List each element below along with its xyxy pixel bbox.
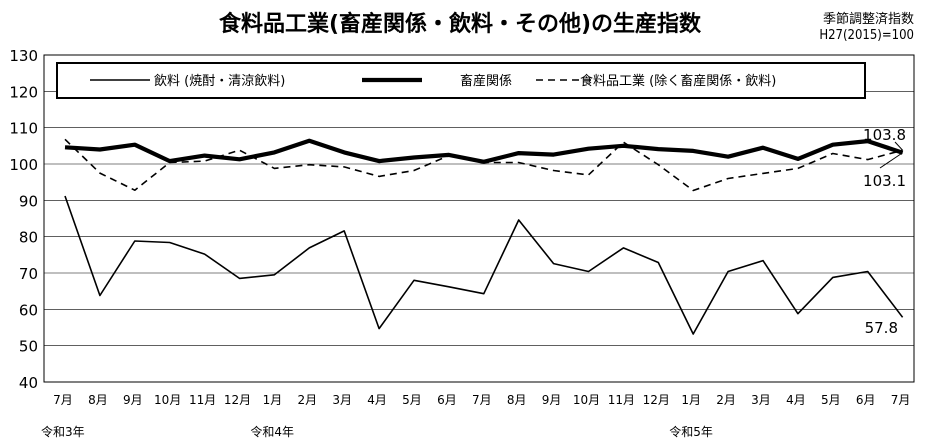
x-tick-label: 4月 xyxy=(367,393,387,407)
series-line-0 xyxy=(64,195,904,335)
x-tick-label: 2月 xyxy=(297,393,317,407)
x-tick-label: 6月 xyxy=(856,393,876,407)
end-value-label: 57.8 xyxy=(865,319,898,337)
x-tick-label: 8月 xyxy=(507,393,527,407)
legend-label-2: 食料品工業 (除く畜産関係・飲料) xyxy=(580,73,776,89)
x-tick-label: 8月 xyxy=(88,393,108,407)
x-tick-label: 1月 xyxy=(681,393,701,407)
legend-label-1: 畜産関係 xyxy=(460,73,512,89)
end-value-label: 103.1 xyxy=(863,172,906,190)
x-tick-label: 12月 xyxy=(643,393,670,407)
annotation-leader xyxy=(894,141,903,151)
index-note: 季節調整済指数 xyxy=(822,12,914,27)
x-tick-label: 7月 xyxy=(891,393,911,407)
legend xyxy=(56,62,866,99)
x-tick-label: 5月 xyxy=(402,393,422,407)
x-tick-label: 3月 xyxy=(332,393,352,407)
legend-label-0: 飲料 (焼酎・清涼飲料) xyxy=(154,73,285,89)
y-tick-label: 90 xyxy=(19,192,38,210)
plot-frame xyxy=(43,54,915,383)
x-tick-label: 10月 xyxy=(154,393,181,407)
x-tick-label: 11月 xyxy=(608,393,635,407)
y-tick-label: 60 xyxy=(19,301,38,319)
x-tick-label: 10月 xyxy=(573,393,600,407)
era-label: 令和5年 xyxy=(669,424,713,439)
x-tick-label: 9月 xyxy=(542,393,562,407)
x-tick-label: 11月 xyxy=(189,393,216,407)
x-tick-label: 1月 xyxy=(263,393,283,407)
y-tick-label: 100 xyxy=(9,156,38,174)
era-label: 令和4年 xyxy=(250,424,294,439)
series-line-1 xyxy=(64,138,904,164)
x-tick-label: 2月 xyxy=(716,393,736,407)
y-tick-label: 50 xyxy=(19,338,38,356)
x-tick-label: 5月 xyxy=(821,393,841,407)
x-tick-label: 3月 xyxy=(751,393,771,407)
x-tick-label: 6月 xyxy=(437,393,457,407)
chart-title: 食料品工業(畜産関係・飲料・その他)の生産指数 xyxy=(218,12,702,37)
y-tick-label: 70 xyxy=(19,265,38,283)
x-tick-label: 7月 xyxy=(53,393,73,407)
y-tick-label: 80 xyxy=(19,229,38,247)
base-year-note: H27(2015)=100 xyxy=(819,28,914,43)
y-tick-label: 120 xyxy=(9,83,38,101)
end-value-label: 103.8 xyxy=(863,126,906,144)
x-tick-label: 9月 xyxy=(123,393,143,407)
era-label: 令和3年 xyxy=(41,424,85,439)
x-tick-label: 12月 xyxy=(224,393,251,407)
annotation-leader xyxy=(879,152,903,169)
y-tick-label: 130 xyxy=(9,47,38,65)
y-tick-label: 110 xyxy=(9,120,38,138)
x-tick-label: 4月 xyxy=(786,393,806,407)
x-tick-label: 7月 xyxy=(472,393,492,407)
y-tick-label: 40 xyxy=(19,374,38,392)
series-line-2 xyxy=(64,138,903,192)
